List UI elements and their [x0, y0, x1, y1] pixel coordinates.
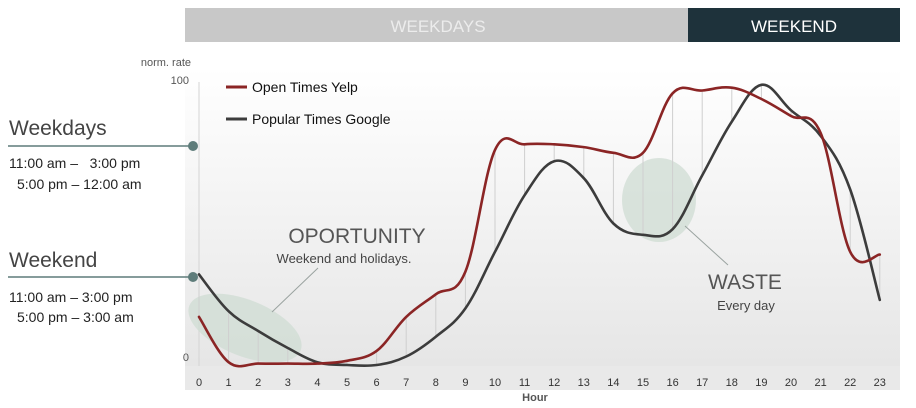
y-tick-max: 100	[171, 75, 189, 87]
weekdays-band	[185, 8, 688, 42]
y-axis-title: norm. rate	[141, 57, 191, 69]
x-tick-19: 19	[755, 377, 767, 389]
x-tick-20: 20	[785, 377, 797, 389]
x-axis-title: Hour	[522, 392, 548, 404]
x-tick-5: 5	[344, 377, 350, 389]
x-tick-12: 12	[548, 377, 560, 389]
x-tick-15: 15	[637, 377, 649, 389]
x-tick-14: 14	[607, 377, 619, 389]
x-axis-strip	[185, 366, 900, 390]
x-tick-13: 13	[578, 377, 590, 389]
x-tick-16: 16	[666, 377, 678, 389]
opportunity-subtitle: Weekend and holidays.	[277, 251, 412, 266]
x-tick-8: 8	[433, 377, 439, 389]
weekend-marker-dot	[188, 272, 198, 282]
x-tick-22: 22	[844, 377, 856, 389]
value-drop-lines	[198, 84, 881, 365]
waste-highlight	[622, 158, 696, 242]
x-tick-4: 4	[314, 377, 320, 389]
weekend-hours-line2: 5:00 pm – 3:00 am	[17, 309, 134, 325]
weekdays-title: Weekdays	[9, 117, 107, 140]
legend-label-yelp: Open Times Yelp	[252, 79, 358, 95]
plot-area	[185, 68, 900, 366]
x-tick-6: 6	[374, 377, 380, 389]
weekdays-marker-dot	[188, 141, 198, 151]
x-tick-2: 2	[255, 377, 261, 389]
x-tick-1: 1	[226, 377, 232, 389]
y-tick-min: 0	[183, 352, 189, 364]
x-tick-23: 23	[874, 377, 886, 389]
x-tick-7: 7	[403, 377, 409, 389]
opportunity-title: OPORTUNITY	[288, 225, 425, 248]
x-tick-0: 0	[196, 377, 202, 389]
x-tick-labels: 0 1 2 3 4 5 6 7 8 9 10 11 12 13 14 15 16 17 18 19 20 21 22 23	[196, 377, 886, 389]
x-tick-17: 17	[696, 377, 708, 389]
weekdays-band-label: WEEKDAYS	[390, 17, 485, 36]
x-tick-10: 10	[489, 377, 501, 389]
waste-subtitle: Every day	[717, 298, 775, 313]
weekdays-hours-line2: 5:00 pm – 12:00 am	[17, 176, 142, 192]
series-layer	[197, 83, 882, 368]
weekend-hours-line1: 11:00 am – 3:00 pm	[9, 289, 132, 305]
weekend-band-label: WEEKEND	[751, 17, 837, 36]
opportunity-highlight	[188, 293, 302, 363]
x-tick-3: 3	[285, 377, 291, 389]
series-line-google	[197, 83, 882, 368]
opportunity-pointer	[271, 267, 319, 313]
x-tick-21: 21	[814, 377, 826, 389]
waste-title: WASTE	[708, 271, 782, 294]
weekend-band	[688, 8, 900, 42]
x-tick-11: 11	[519, 377, 530, 389]
waste-pointer	[684, 225, 729, 266]
weekdays-hours-line1: 11:00 am – 3:00 pm	[9, 155, 140, 171]
weekend-title: Weekend	[9, 249, 97, 272]
x-tick-18: 18	[726, 377, 738, 389]
series-line-yelp	[197, 86, 882, 368]
x-tick-9: 9	[462, 377, 468, 389]
legend-label-google: Popular Times Google	[252, 111, 391, 127]
